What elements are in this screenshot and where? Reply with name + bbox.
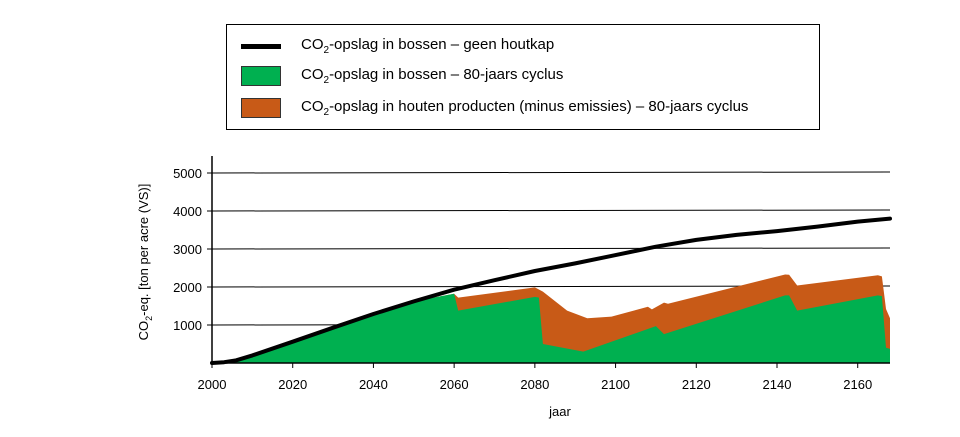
gridline — [211, 209, 891, 212]
area-00b050 — [212, 293, 890, 363]
x-tick-label: 2120 — [682, 377, 711, 392]
x-tick-label: 2100 — [601, 377, 630, 392]
x-tick-label: 2040 — [359, 377, 388, 392]
x-tick-label: 2080 — [520, 377, 549, 392]
axes: 1000 2000 3000 4000 5000 2000 2020 2040 2060 2080… — [173, 156, 890, 392]
x-tick-label: 2020 — [278, 377, 307, 392]
x-tick-label: 2160 — [843, 377, 872, 392]
x-tick-label: 2000 — [198, 377, 227, 392]
y-tick-label: 2000 — [173, 280, 202, 295]
y-tick-label: 1000 — [173, 318, 202, 333]
gridline — [211, 171, 891, 174]
legend-item-wood-products-80y: CO2-opslag in houten producten (minus em… — [241, 97, 748, 119]
legend-label: CO2-opslag in bossen – 80-jaars cyclus — [301, 66, 564, 86]
legend-item-no-harvest: CO2-opslag in bossen – geen houtkap — [241, 35, 554, 57]
gridline — [211, 247, 891, 250]
legend-label: CO2-opslag in bossen – geen houtkap — [301, 36, 555, 56]
legend-label: CO2-opslag in houten producten (minus em… — [301, 98, 749, 118]
y-tick-label: 4000 — [173, 204, 202, 219]
y-tick-label: 3000 — [173, 242, 202, 257]
green-swatch — [241, 66, 281, 86]
legend-item-forest-80y: CO2-opslag in bossen – 80-jaars cyclus — [241, 65, 563, 87]
y-axis-title: CO2-eq. [ton per acre (VS)] — [136, 184, 154, 341]
area-series — [212, 274, 890, 363]
line-series — [210, 216, 892, 365]
x-tick-label: 2060 — [440, 377, 469, 392]
orange-swatch — [241, 98, 281, 118]
x-axis-title: jaar — [548, 404, 571, 419]
y-tick-label: 5000 — [173, 166, 202, 181]
no-harvest-line — [210, 216, 892, 365]
x-tick-label: 2140 — [763, 377, 792, 392]
legend: CO2-opslag in bossen – geen houtkap CO2-… — [226, 24, 820, 130]
black-line-swatch — [241, 43, 281, 49]
